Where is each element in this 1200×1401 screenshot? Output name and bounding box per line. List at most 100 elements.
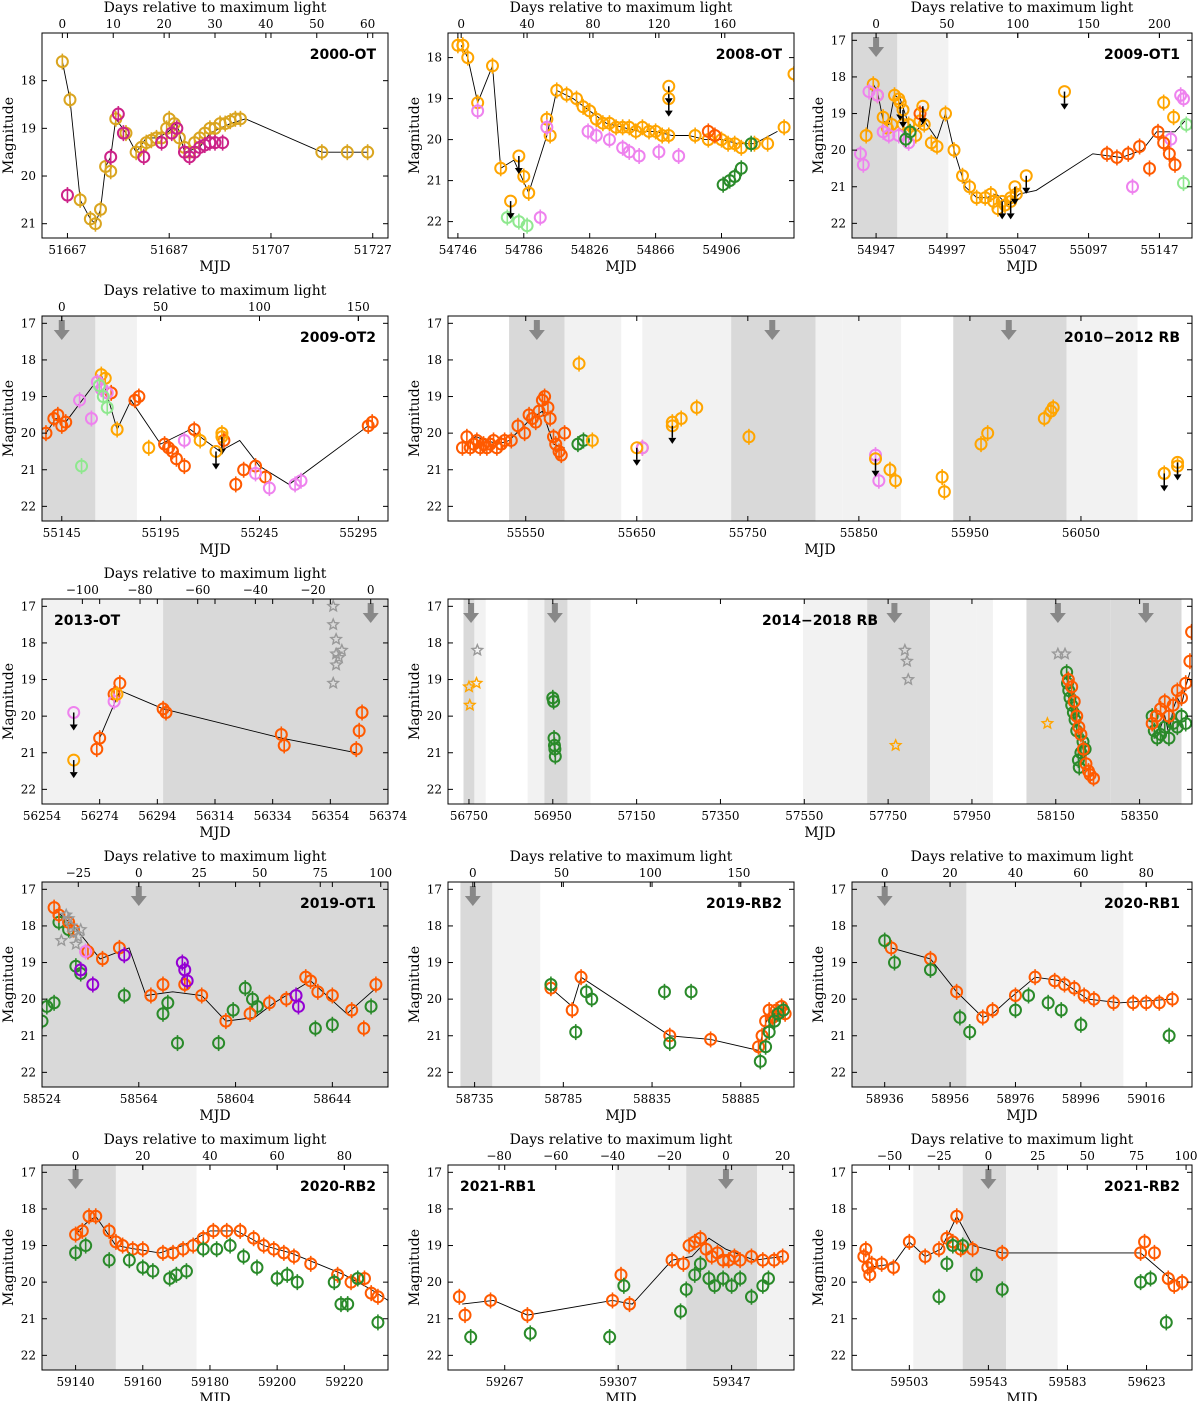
y-tick-label: 21 bbox=[21, 1029, 36, 1043]
data-point-orange bbox=[461, 51, 475, 65]
y-tick-label: 18 bbox=[831, 70, 846, 84]
data-point-green bbox=[179, 1264, 193, 1278]
data-point-red bbox=[277, 738, 291, 752]
panel-title: 2009-OT2 bbox=[300, 330, 376, 346]
y-tick-label: 22 bbox=[21, 1065, 36, 1079]
top-tick-label: 100 bbox=[1175, 1149, 1198, 1163]
data-point-red bbox=[262, 996, 276, 1010]
data-point-green bbox=[280, 1268, 294, 1282]
panel-title: 2019-RB2 bbox=[706, 896, 782, 912]
data-point-green bbox=[762, 1025, 776, 1039]
upper-limit-arrow bbox=[1006, 213, 1015, 220]
data-point-red bbox=[565, 1003, 579, 1017]
max-light-arrow-stem bbox=[722, 1169, 729, 1179]
data-point-orange bbox=[963, 180, 977, 194]
data-point-star bbox=[326, 599, 341, 613]
y-tick-label: 20 bbox=[21, 709, 36, 723]
data-point-red bbox=[504, 433, 518, 447]
top-tick-label: 10 bbox=[106, 17, 121, 31]
data-point-red bbox=[1183, 654, 1192, 668]
y-tick-label: 19 bbox=[831, 1239, 846, 1253]
data-point-green bbox=[237, 1250, 251, 1264]
data-point-green bbox=[744, 137, 758, 151]
data-point-green bbox=[684, 985, 698, 999]
data-point-green bbox=[1008, 1003, 1022, 1017]
data-point-lightg bbox=[96, 390, 110, 404]
panel-title: 2000-OT bbox=[310, 47, 377, 63]
data-point-green bbox=[679, 1282, 693, 1296]
panel-2009-OT1: 54947 54997 55047 55097 55147 0 50 100 150 200 17 1… bbox=[811, 0, 1193, 275]
shaded-region bbox=[564, 316, 622, 521]
y-axis-label: Magnitude bbox=[1, 97, 17, 174]
data-point-red bbox=[229, 477, 243, 491]
panel-title: 2008-OT bbox=[716, 47, 783, 63]
upper-limit-arrow bbox=[69, 724, 78, 731]
shaded-region bbox=[42, 1165, 116, 1370]
top-tick-label: −80 bbox=[127, 583, 152, 597]
y-tick-label: 19 bbox=[427, 92, 442, 106]
top-tick-label: 120 bbox=[647, 17, 670, 31]
data-point-orange bbox=[585, 433, 599, 447]
data-point-green bbox=[903, 125, 917, 139]
upper-limit-arrow bbox=[514, 168, 523, 174]
data-point-red bbox=[93, 731, 107, 745]
top-tick-label: 50 bbox=[939, 17, 954, 31]
data-point-orange bbox=[589, 112, 603, 126]
x-tick-label: 54947 bbox=[857, 243, 895, 257]
data-point-star bbox=[462, 697, 477, 712]
data-point-orange bbox=[956, 169, 969, 183]
upper-limit-arrow bbox=[664, 110, 673, 117]
top-tick-label: 20 bbox=[135, 1149, 150, 1163]
shaded-region bbox=[953, 316, 1067, 521]
data-point-green bbox=[238, 981, 252, 995]
x-tick-label: 56334 bbox=[254, 809, 293, 823]
axes-frame bbox=[447, 598, 1193, 805]
data-point-pink bbox=[1164, 132, 1178, 146]
y-tick-label: 17 bbox=[831, 882, 846, 896]
y-tick-label: 19 bbox=[21, 121, 36, 135]
data-point-green bbox=[878, 934, 892, 948]
data-point-pink bbox=[616, 141, 630, 155]
panel-title: 2021-RB2 bbox=[1104, 1179, 1180, 1195]
max-light-arrow-stem bbox=[135, 886, 142, 896]
x-axis-label: MJD bbox=[605, 259, 636, 275]
data-point-red bbox=[1168, 158, 1182, 172]
data-point-green bbox=[290, 1275, 304, 1289]
data-point-green bbox=[1041, 996, 1055, 1010]
y-axis-label: Magnitude bbox=[811, 1229, 827, 1306]
data-point-green bbox=[932, 1290, 946, 1304]
x-tick-label: 54826 bbox=[571, 243, 609, 257]
x-axis-label: MJD bbox=[1006, 1391, 1037, 1401]
data-point-red bbox=[976, 1010, 990, 1024]
data-point-pink bbox=[892, 129, 906, 142]
data-point-red bbox=[369, 978, 383, 991]
panel-2009-OT2: 55145 55195 55245 55295 0 50 100 150 17 18 19 20 21 2… bbox=[1, 283, 389, 558]
x-tick-label: 59140 bbox=[56, 1375, 94, 1389]
data-point-orange bbox=[974, 437, 988, 451]
data-point-red bbox=[733, 1253, 747, 1267]
y-tick-label: 20 bbox=[21, 1275, 36, 1289]
data-point-red bbox=[1165, 992, 1179, 1006]
data-point-pink bbox=[262, 481, 276, 495]
data-point-green bbox=[674, 1304, 688, 1318]
data-point-green bbox=[617, 1279, 631, 1293]
x-tick-label: 58835 bbox=[633, 1092, 671, 1106]
data-point-star bbox=[334, 642, 349, 657]
data-point-red bbox=[480, 441, 494, 455]
data-point-green bbox=[117, 988, 131, 1002]
plot-area bbox=[455, 316, 1185, 521]
x-tick-label: 54746 bbox=[439, 243, 477, 257]
data-point-pink bbox=[249, 466, 263, 480]
max-light-arrow-icon bbox=[876, 896, 893, 906]
data-point-green bbox=[708, 1279, 722, 1293]
top-tick-label: 50 bbox=[252, 866, 267, 880]
data-point-green bbox=[716, 178, 730, 192]
y-tick-label: 19 bbox=[21, 956, 36, 970]
shaded-region bbox=[842, 316, 902, 521]
data-point-green bbox=[776, 1003, 790, 1017]
data-point-lightg bbox=[75, 459, 89, 473]
top-tick-label: −80 bbox=[486, 1149, 511, 1163]
data-point-green bbox=[523, 1326, 537, 1340]
plot-area bbox=[42, 1165, 388, 1370]
x-axis-label: MJD bbox=[605, 1391, 636, 1401]
